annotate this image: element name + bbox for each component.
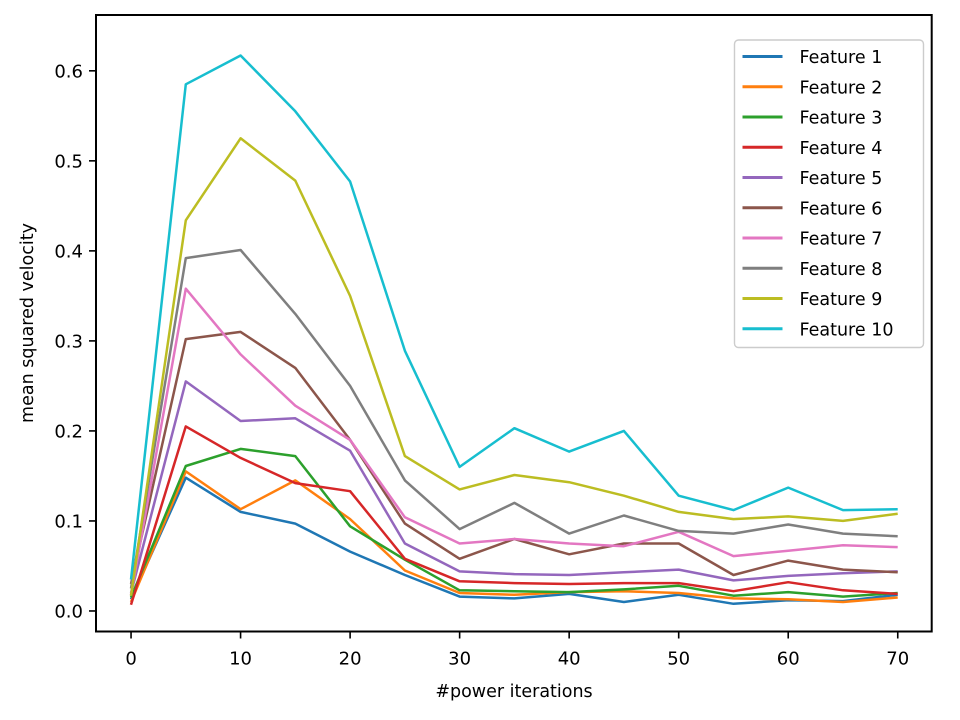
series-line-feature-2: [129, 470, 898, 604]
legend-label-feature-5: Feature 5: [800, 169, 883, 189]
legend-label-feature-9: Feature 9: [800, 290, 883, 310]
legend-label-feature-4: Feature 4: [800, 139, 883, 159]
x-tick-label: 70: [886, 649, 909, 670]
legend-label-feature-3: Feature 3: [800, 109, 883, 129]
legend-label-feature-2: Feature 2: [800, 78, 883, 98]
x-tick-label: 50: [667, 649, 690, 670]
legend-label-feature-6: Feature 6: [800, 199, 883, 219]
legend: Feature 1 Feature 2 Feature 3 Feature 4 Feat…: [733, 39, 925, 349]
series-line-feature-3: [129, 447, 898, 598]
y-tick-label: 0.3: [54, 331, 83, 352]
series-group: [129, 54, 898, 606]
x-tick-label: 40: [558, 649, 581, 670]
x-tick-label: 60: [777, 649, 800, 670]
x-tick-label: 0: [125, 649, 136, 670]
legend-label-feature-7: Feature 7: [800, 230, 883, 250]
series-line-feature-10: [129, 54, 898, 580]
axes-group: 0 10 20 30 40 50 60 70 0.0 0.1 0.2 0.3 0.4 0.5 0.6: [54, 14, 933, 670]
y-tick-label: 0.0: [54, 601, 83, 622]
series-line-feature-9: [129, 137, 898, 596]
y-tick-label: 0.4: [54, 241, 83, 262]
series-line-feature-7: [129, 287, 898, 596]
legend-label-feature-10: Feature 10: [800, 320, 894, 340]
x-axis-label: #power iterations: [435, 682, 592, 702]
y-axis-label: mean squared velocity: [18, 223, 38, 423]
legend-label-feature-1: Feature 1: [800, 48, 883, 68]
y-tick-label: 0.1: [54, 511, 83, 532]
series-line-feature-4: [129, 425, 898, 606]
y-tick-label: 0.2: [54, 421, 83, 442]
series-line-feature-5: [129, 380, 898, 594]
y-tick-label: 0.5: [54, 151, 83, 172]
series-line-feature-1: [129, 476, 898, 606]
x-tick-label: 10: [229, 649, 252, 670]
legend-label-feature-8: Feature 8: [800, 260, 883, 280]
series-line-feature-8: [129, 248, 898, 589]
y-tick-label: 0.6: [54, 61, 83, 82]
series-line-feature-6: [129, 330, 898, 585]
x-tick-label: 30: [448, 649, 471, 670]
axes-spines: [95, 14, 933, 633]
x-tick-label: 20: [339, 649, 362, 670]
